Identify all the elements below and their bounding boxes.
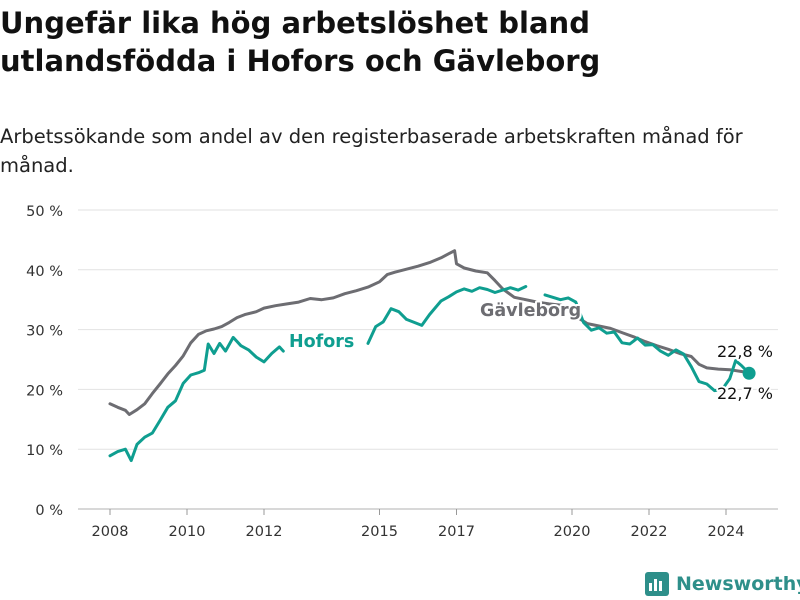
series-line-hofors xyxy=(108,335,285,463)
newsworthy-brand: Newsworthy xyxy=(644,570,800,598)
chart-title: Ungefär lika hög arbetslöshet bland utla… xyxy=(0,6,601,78)
x-tick-label: 2015 xyxy=(361,524,398,540)
brand-name: Newsworthy xyxy=(676,573,800,595)
y-tick-label: 10 % xyxy=(26,443,63,459)
y-tick-label: 0 % xyxy=(35,503,63,519)
series-label-gavleborg: Gävleborg xyxy=(480,301,581,321)
hofors-endpoint-marker xyxy=(742,366,756,380)
y-tick-label: 30 % xyxy=(26,324,63,340)
x-tick-label: 2017 xyxy=(438,524,475,540)
chart-subtitle: Arbetssökande som andel av den registerb… xyxy=(0,125,743,177)
y-axis-ticks: 0 % 10 % 20 % 30 % 40 % 50 % xyxy=(26,204,63,519)
y-tick-label: 50 % xyxy=(26,204,63,220)
x-tick-label: 2022 xyxy=(631,524,668,540)
y-tick-label: 20 % xyxy=(26,383,63,399)
x-tick-label: 2024 xyxy=(708,524,745,540)
newsworthy-logo-icon xyxy=(645,572,669,596)
y-tick-label: 40 % xyxy=(26,264,63,280)
series-line-hofors xyxy=(543,293,751,393)
series-labels: Hofors Gävleborg 22,8 % 22,7 % xyxy=(287,299,775,405)
x-tick-label: 2020 xyxy=(554,524,591,540)
end-value-label-hofors: 22,7 % xyxy=(717,384,773,403)
x-axis-ticks: 2008 2010 2012 2015 2017 2020 2022 2024 xyxy=(92,509,745,540)
x-tick-label: 2012 xyxy=(246,524,283,540)
series-lines xyxy=(108,249,756,463)
end-value-label-gavleborg: 22,8 % xyxy=(717,342,773,361)
gridlines xyxy=(78,209,778,510)
x-tick-label: 2010 xyxy=(169,524,206,540)
series-line-gavleborg xyxy=(108,249,751,416)
x-tick-label: 2008 xyxy=(92,524,129,540)
series-label-hofors: Hofors xyxy=(289,332,354,352)
series-line-hofors xyxy=(366,285,528,345)
